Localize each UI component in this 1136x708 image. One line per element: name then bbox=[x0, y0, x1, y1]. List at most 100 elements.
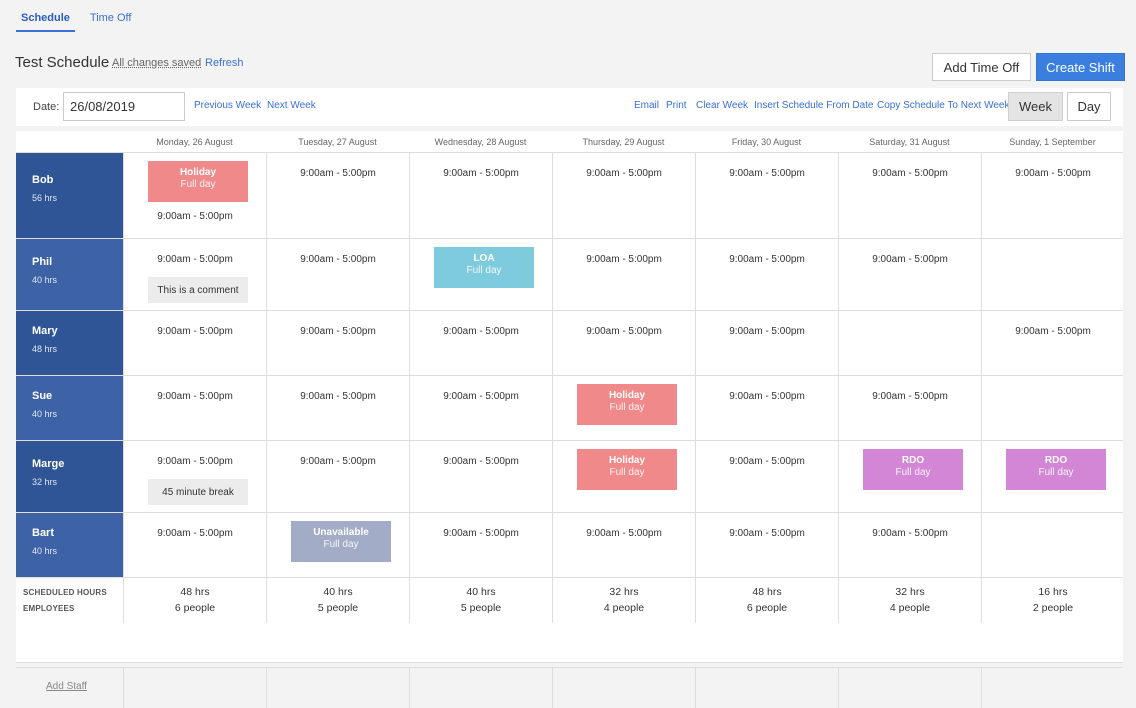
shift-note[interactable]: This is a comment bbox=[148, 277, 248, 303]
shift-time[interactable]: 9:00am - 5:00pm bbox=[1015, 326, 1091, 337]
insert-schedule-link[interactable]: Insert Schedule From Date bbox=[754, 100, 874, 111]
schedule-cell[interactable]: 9:00am - 5:00pm bbox=[552, 239, 695, 311]
schedule-cell[interactable]: RDO Full day bbox=[981, 441, 1124, 513]
shift-time[interactable]: 9:00am - 5:00pm bbox=[586, 168, 662, 179]
employee-cell[interactable]: Sue 40 hrs bbox=[16, 376, 123, 441]
shift-time[interactable]: 9:00am - 5:00pm bbox=[586, 326, 662, 337]
loa-block[interactable]: LOA Full day bbox=[434, 247, 534, 288]
shift-time[interactable]: 9:00am - 5:00pm bbox=[157, 211, 233, 222]
shift-time[interactable]: 9:00am - 5:00pm bbox=[443, 528, 519, 539]
schedule-cell[interactable] bbox=[981, 239, 1124, 311]
schedule-cell[interactable]: LOA Full day bbox=[409, 239, 552, 311]
schedule-cell[interactable]: 9:00am - 5:00pm bbox=[409, 153, 552, 239]
shift-time[interactable]: 9:00am - 5:00pm bbox=[157, 326, 233, 337]
schedule-cell[interactable]: 9:00am - 5:00pm bbox=[695, 239, 838, 311]
schedule-cell[interactable]: 9:00am - 5:00pm bbox=[695, 376, 838, 441]
previous-week-link[interactable]: Previous Week bbox=[194, 100, 262, 111]
shift-time[interactable]: 9:00am - 5:00pm bbox=[729, 168, 805, 179]
shift-time[interactable]: 9:00am - 5:00pm bbox=[443, 168, 519, 179]
date-input[interactable]: 26/08/2019 bbox=[63, 92, 185, 121]
week-view-toggle[interactable]: Week bbox=[1008, 92, 1063, 121]
tab-time-off[interactable]: Time Off bbox=[89, 12, 132, 24]
schedule-cell[interactable]: 9:00am - 5:00pm bbox=[981, 311, 1124, 376]
schedule-cell[interactable]: 9:00am - 5:00pm bbox=[123, 311, 266, 376]
schedule-cell[interactable]: 9:00am - 5:00pm bbox=[552, 311, 695, 376]
schedule-cell[interactable]: 9:00am - 5:00pm bbox=[695, 153, 838, 239]
shift-time[interactable]: 9:00am - 5:00pm bbox=[300, 391, 376, 402]
schedule-cell[interactable]: Unavailable Full day bbox=[266, 513, 409, 578]
shift-time[interactable]: 9:00am - 5:00pm bbox=[443, 326, 519, 337]
shift-time[interactable]: 9:00am - 5:00pm bbox=[729, 254, 805, 265]
holiday-block[interactable]: Holiday Full day bbox=[148, 161, 248, 202]
shift-time[interactable]: 9:00am - 5:00pm bbox=[729, 456, 805, 467]
shift-time[interactable]: 9:00am - 5:00pm bbox=[443, 456, 519, 467]
schedule-cell[interactable]: 9:00am - 5:00pm bbox=[695, 441, 838, 513]
schedule-cell[interactable]: 9:00am - 5:00pm bbox=[266, 239, 409, 311]
schedule-cell[interactable]: 9:00am - 5:00pm bbox=[838, 153, 981, 239]
schedule-cell[interactable]: 9:00am - 5:00pm bbox=[409, 441, 552, 513]
schedule-cell[interactable]: 9:00am - 5:00pm bbox=[838, 376, 981, 441]
schedule-cell[interactable]: 9:00am - 5:00pm bbox=[552, 513, 695, 578]
rdo-block[interactable]: RDO Full day bbox=[1006, 449, 1106, 490]
schedule-cell[interactable]: RDO Full day bbox=[838, 441, 981, 513]
shift-time[interactable]: 9:00am - 5:00pm bbox=[157, 528, 233, 539]
shift-time[interactable]: 9:00am - 5:00pm bbox=[157, 456, 233, 467]
schedule-cell[interactable]: 9:00am - 5:00pm bbox=[838, 513, 981, 578]
shift-time[interactable]: 9:00am - 5:00pm bbox=[1015, 168, 1091, 179]
schedule-cell[interactable]: 9:00am - 5:00pm bbox=[266, 376, 409, 441]
shift-time[interactable]: 9:00am - 5:00pm bbox=[729, 391, 805, 402]
schedule-cell[interactable]: 9:00am - 5:00pm bbox=[552, 153, 695, 239]
schedule-cell[interactable]: 9:00am - 5:00pm bbox=[266, 311, 409, 376]
shift-time[interactable]: 9:00am - 5:00pm bbox=[586, 528, 662, 539]
shift-time[interactable]: 9:00am - 5:00pm bbox=[872, 391, 948, 402]
shift-time[interactable]: 9:00am - 5:00pm bbox=[872, 254, 948, 265]
employee-cell[interactable]: Phil 40 hrs bbox=[16, 239, 123, 311]
unavailable-block[interactable]: Unavailable Full day bbox=[291, 521, 391, 562]
refresh-link[interactable]: Refresh bbox=[205, 57, 244, 69]
schedule-cell[interactable]: Holiday Full day bbox=[552, 441, 695, 513]
shift-time[interactable]: 9:00am - 5:00pm bbox=[157, 254, 233, 265]
employee-cell[interactable]: Bob 56 hrs bbox=[16, 153, 123, 239]
schedule-cell[interactable] bbox=[838, 311, 981, 376]
shift-time[interactable]: 9:00am - 5:00pm bbox=[586, 254, 662, 265]
employee-cell[interactable]: Bart 40 hrs bbox=[16, 513, 123, 578]
schedule-cell[interactable]: 9:00am - 5:00pm bbox=[123, 513, 266, 578]
clear-week-link[interactable]: Clear Week bbox=[696, 100, 749, 111]
shift-time[interactable]: 9:00am - 5:00pm bbox=[157, 391, 233, 402]
shift-time[interactable]: 9:00am - 5:00pm bbox=[300, 254, 376, 265]
add-time-off-button[interactable]: Add Time Off bbox=[932, 53, 1031, 81]
schedule-cell[interactable] bbox=[981, 376, 1124, 441]
shift-time[interactable]: 9:00am - 5:00pm bbox=[872, 168, 948, 179]
schedule-cell[interactable]: 9:00am - 5:00pm bbox=[695, 311, 838, 376]
print-link[interactable]: Print bbox=[666, 100, 687, 111]
schedule-cell[interactable]: 9:00am - 5:00pm bbox=[409, 513, 552, 578]
schedule-cell[interactable]: Holiday Full day bbox=[552, 376, 695, 441]
schedule-cell[interactable]: 9:00am - 5:00pm bbox=[123, 376, 266, 441]
rdo-block[interactable]: RDO Full day bbox=[863, 449, 963, 490]
create-shift-button[interactable]: Create Shift bbox=[1036, 53, 1125, 81]
copy-schedule-link[interactable]: Copy Schedule To Next Week bbox=[877, 100, 1010, 111]
shift-time[interactable]: 9:00am - 5:00pm bbox=[729, 528, 805, 539]
employee-cell[interactable]: Marge 32 hrs bbox=[16, 441, 123, 513]
holiday-block[interactable]: Holiday Full day bbox=[577, 449, 677, 490]
schedule-cell[interactable]: 9:00am - 5:00pm bbox=[266, 153, 409, 239]
schedule-cell[interactable] bbox=[981, 513, 1124, 578]
email-link[interactable]: Email bbox=[634, 100, 660, 111]
schedule-cell[interactable]: 9:00am - 5:00pm bbox=[981, 153, 1124, 239]
tab-schedule[interactable]: Schedule bbox=[16, 8, 75, 32]
schedule-cell[interactable]: 9:00am - 5:00pm bbox=[695, 513, 838, 578]
schedule-cell[interactable]: 9:00am - 5:00pm This is a comment bbox=[123, 239, 266, 311]
shift-note[interactable]: 45 minute break bbox=[148, 479, 248, 505]
shift-time[interactable]: 9:00am - 5:00pm bbox=[300, 168, 376, 179]
shift-time[interactable]: 9:00am - 5:00pm bbox=[729, 326, 805, 337]
schedule-cell[interactable]: 9:00am - 5:00pm bbox=[409, 311, 552, 376]
schedule-cell[interactable]: 9:00am - 5:00pm bbox=[409, 376, 552, 441]
schedule-cell[interactable]: 9:00am - 5:00pm bbox=[838, 239, 981, 311]
holiday-block[interactable]: Holiday Full day bbox=[577, 384, 677, 425]
employee-cell[interactable]: Mary 48 hrs bbox=[16, 311, 123, 376]
shift-time[interactable]: 9:00am - 5:00pm bbox=[300, 326, 376, 337]
add-staff-link[interactable]: Add Staff bbox=[46, 681, 87, 692]
day-view-toggle[interactable]: Day bbox=[1067, 92, 1111, 121]
next-week-link[interactable]: Next Week bbox=[267, 100, 316, 111]
schedule-cell[interactable]: 9:00am - 5:00pm 45 minute break bbox=[123, 441, 266, 513]
